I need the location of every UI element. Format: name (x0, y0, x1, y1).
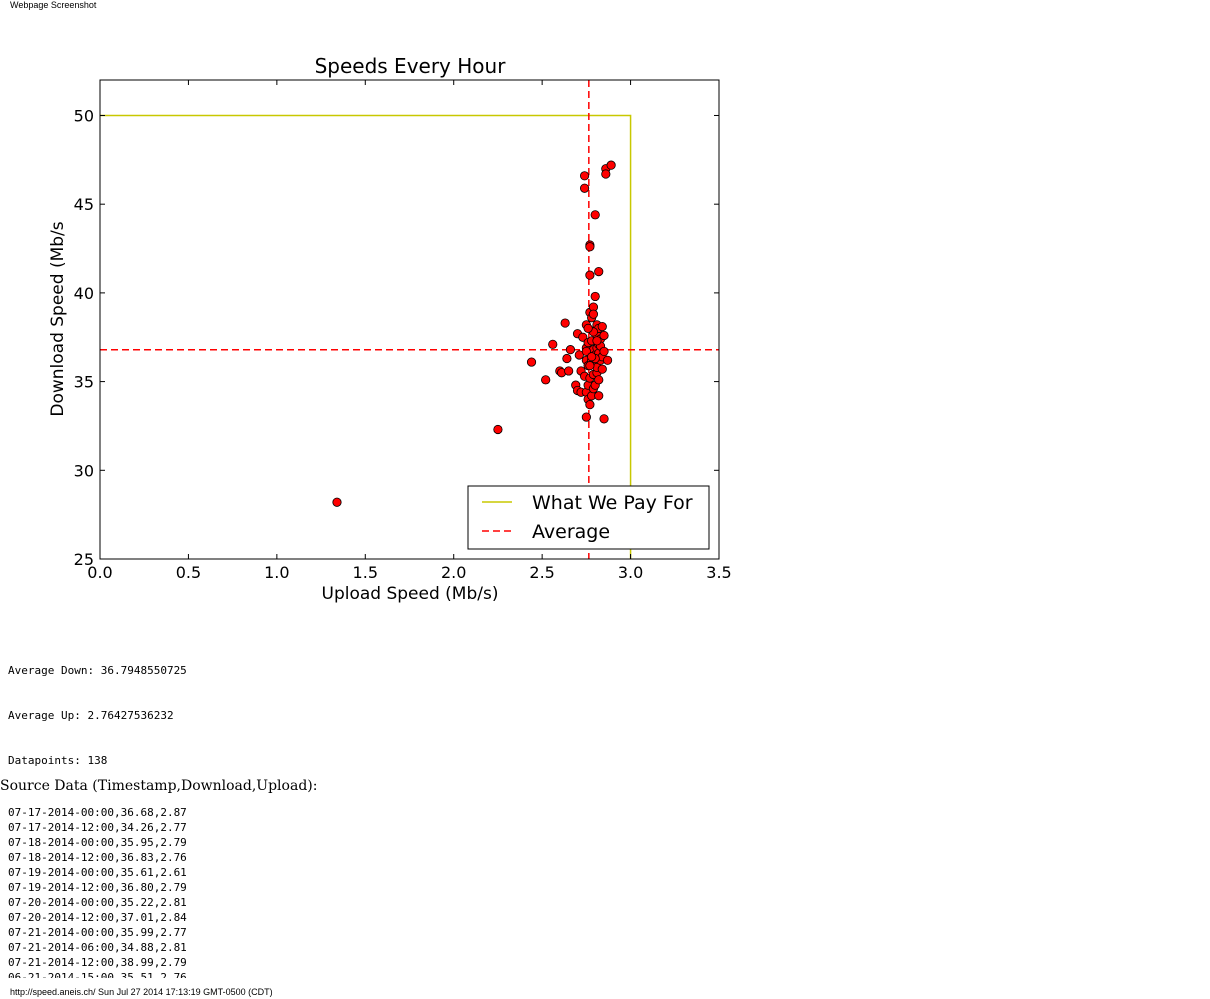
source-data-row: 07-20-2014-00:00,35.22,2.81 (8, 896, 187, 909)
data-point (541, 375, 551, 385)
data-point (597, 321, 607, 332)
data-point (585, 400, 595, 410)
x-tick-label: 2.5 (529, 563, 554, 582)
data-point (585, 242, 595, 252)
plan-line (100, 114, 632, 559)
data-point (562, 353, 572, 364)
datapoints-text: Datapoints: 138 (8, 754, 108, 767)
data-point (590, 210, 600, 220)
legend-label: What We Pay For (532, 492, 693, 514)
source-data-row: 07-20-2014-12:00,37.01,2.84 (8, 911, 187, 924)
source-data-row: 07-18-2014-00:00,35.95,2.79 (8, 836, 187, 849)
x-tick-label: 2.0 (441, 563, 466, 582)
y-tick-label: 30 (74, 461, 94, 480)
data-point (579, 183, 590, 193)
x-tick-label: 1.5 (353, 563, 378, 582)
data-point (493, 424, 503, 435)
data-point (594, 266, 604, 277)
data-point (526, 357, 537, 367)
data-point (601, 169, 611, 179)
y-tick-label: 50 (74, 106, 94, 125)
stats-block: Average Down: 36.7948550725 Average Up: … (8, 633, 187, 783)
plot-frame (99, 79, 720, 560)
scatter-chart: 0.0 0.5 1.0 1.5 2.0 2.5 3.0 3.5 25 30 35 40 45 50 What… (48, 54, 732, 604)
data-point (579, 171, 590, 181)
data-point (585, 361, 595, 371)
x-axis-label: Upload Speed (Mb/s) (322, 584, 499, 604)
data-point (565, 345, 576, 355)
plot-background (100, 80, 719, 559)
legend-label: Average (532, 521, 610, 543)
source-data-row: 07-19-2014-12:00,36.80,2.79 (8, 881, 187, 894)
data-point (332, 497, 342, 507)
source-data-row: 07-19-2014-00:00,35.61,2.61 (8, 866, 187, 879)
data-point (599, 346, 609, 357)
data-point (599, 330, 609, 341)
data-point (592, 336, 602, 346)
data-point (602, 355, 613, 365)
x-tick-label: 0.5 (176, 563, 201, 582)
data-point (564, 366, 574, 376)
data-point (599, 414, 609, 424)
data-point (583, 323, 593, 333)
x-tick-label: 1.0 (264, 563, 289, 582)
legend-box (467, 485, 710, 550)
source-data-row: 06-21-2014-15:00,35.51,2.76 (8, 971, 187, 978)
y-tick-label: 40 (74, 284, 94, 303)
source-data-row: 07-17-2014-12:00,34.26,2.77 (8, 821, 187, 834)
data-point (581, 412, 591, 422)
data-point (606, 160, 616, 170)
data-point (587, 352, 597, 362)
y-tick-label: 25 (74, 550, 94, 569)
y-axis-label: Download Speed (Mb/s (48, 221, 68, 416)
source-data-row: 07-21-2014-00:00,35.99,2.77 (8, 926, 187, 939)
chart-marks: 0.0 0.5 1.0 1.5 2.0 2.5 3.0 3.5 25 30 35 40 45 50 What… (74, 79, 732, 582)
data-point (588, 309, 599, 319)
source-data-list: 07-17-2014-00:00,36.68,2.87 07-17-2014-12… (8, 805, 408, 978)
data-point (594, 375, 604, 385)
data-point (590, 291, 600, 302)
source-data-heading: Source Data (Timestamp,Download,Upload): (0, 778, 318, 794)
source-data-row: 07-18-2014-12:00,36.83,2.76 (8, 851, 187, 864)
data-point (548, 339, 558, 349)
data-point (597, 364, 607, 374)
y-tick-label: 35 (74, 373, 94, 392)
data-point (585, 270, 595, 280)
screenshot-label: Webpage Screenshot (10, 0, 97, 10)
source-data-row: 07-17-2014-00:00,36.68,2.87 (8, 806, 187, 819)
data-point (594, 391, 604, 401)
page-footer: http://speed.aneis.ch/ Sun Jul 27 2014 1… (10, 987, 273, 997)
average-up-text: Average Up: 2.76427536232 (8, 709, 174, 722)
y-tick-label: 45 (74, 195, 94, 214)
average-down-text: Average Down: 36.7948550725 (8, 664, 187, 677)
source-data-row: 07-21-2014-06:00,34.88,2.81 (8, 941, 187, 954)
data-point (560, 318, 570, 328)
source-data-row: 07-21-2014-12:00,38.99,2.79 (8, 956, 187, 969)
x-tick-label: 3.5 (706, 563, 731, 582)
x-tick-label: 3.0 (618, 563, 643, 582)
chart-title: Speeds Every Hour (315, 54, 507, 78)
x-tick-label: 0.0 (87, 563, 112, 582)
